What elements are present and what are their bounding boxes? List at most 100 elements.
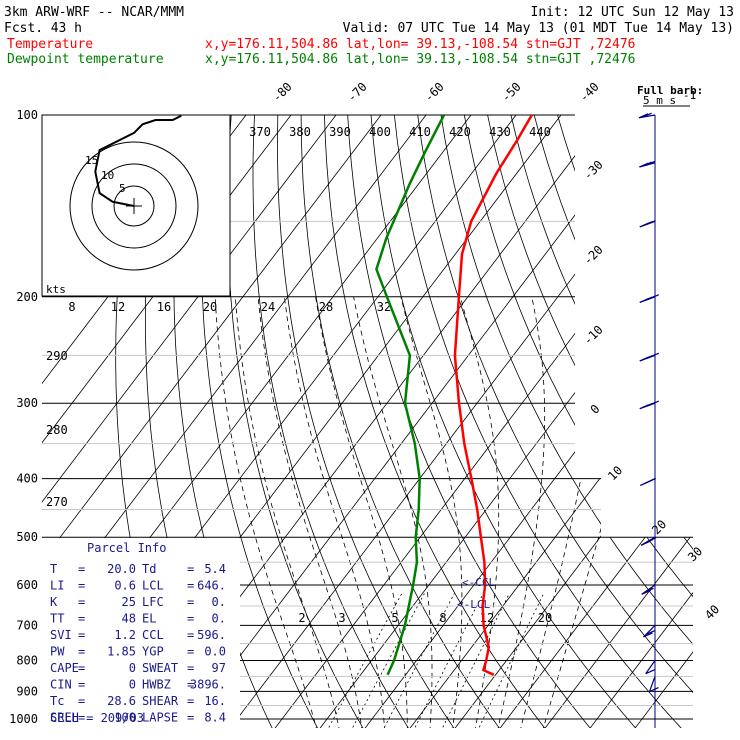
wind-barb-flag bbox=[649, 400, 660, 406]
dewpoint-legend: Dewpoint temperature bbox=[7, 52, 164, 67]
pressure-label-800: 800 bbox=[16, 654, 38, 668]
pressure-label-500: 500 bbox=[16, 530, 38, 544]
pressure-label-200: 200 bbox=[16, 290, 38, 304]
wind-barb-flag bbox=[645, 669, 655, 675]
parcel-info-title: Parcel Info bbox=[87, 541, 166, 555]
dry-adiabat bbox=[662, 115, 693, 728]
moist-adiabat bbox=[257, 296, 363, 728]
level-markers: <-CCL <-LCL bbox=[457, 576, 495, 611]
theta-label: 420 bbox=[449, 125, 471, 139]
theta-label: 380 bbox=[289, 125, 311, 139]
temperature-location: x,y=176.11,504.86 lat,lon= 39.13,-108.54… bbox=[205, 37, 635, 52]
hodograph-units: kts bbox=[46, 283, 66, 296]
parcel-param-label: CCL bbox=[142, 628, 164, 642]
isotherm bbox=[316, 115, 693, 728]
wind-barb-flag bbox=[644, 587, 654, 593]
wind-barb-flag bbox=[642, 112, 652, 118]
parcel-param-value: 646. bbox=[197, 579, 226, 593]
wind-barb bbox=[639, 219, 656, 228]
parcel-param-label: LFC bbox=[142, 595, 164, 609]
parcel-param-label: SREH bbox=[50, 711, 79, 725]
hodograph-inset: 5 10 15 kts bbox=[41, 114, 231, 297]
theta-e-label: 32 bbox=[377, 300, 391, 314]
mixing-ratio-label: 2 bbox=[298, 611, 305, 625]
dry-adiabat bbox=[436, 115, 693, 728]
wind-barb-staff bbox=[645, 660, 656, 675]
model-title: 3km ARW-WRF -- NCAR/MMM bbox=[4, 5, 184, 20]
isotherm bbox=[271, 115, 693, 728]
mixing-ratio-line bbox=[440, 593, 510, 728]
wind-barb bbox=[640, 477, 657, 487]
moist-adiabat bbox=[459, 296, 500, 728]
hodograph-trace bbox=[94, 115, 182, 207]
mixing-ratio-line bbox=[381, 593, 455, 728]
theta-label: 410 bbox=[409, 125, 431, 139]
isotherm bbox=[42, 115, 403, 728]
theta-label: 440 bbox=[529, 125, 551, 139]
theta-e-label: 24 bbox=[261, 300, 275, 314]
dewpoint-location: x,y=176.11,504.86 lat,lon= 39.13,-108.54… bbox=[205, 52, 635, 67]
parcel-param-value: 1.2 bbox=[114, 628, 136, 642]
parcel-param-value: 1.85 bbox=[107, 645, 136, 659]
pressure-label-400: 400 bbox=[16, 472, 38, 486]
mixing-ratio-label: 20 bbox=[538, 611, 552, 625]
parcel-equals: = bbox=[187, 595, 194, 609]
pressure-label-100: 100 bbox=[16, 108, 38, 122]
dry-adiabat bbox=[709, 87, 740, 731]
wind-barb-flag bbox=[649, 352, 660, 358]
parcel-param-label: YGP bbox=[142, 645, 164, 659]
hodograph-ring-label-10: 10 bbox=[101, 169, 114, 182]
moist-adiabat bbox=[496, 296, 546, 728]
parcel-param-value: 28.6 bbox=[107, 694, 136, 708]
isotherm bbox=[451, 115, 693, 728]
wind-barb-flag bbox=[643, 632, 653, 638]
moist-adiabat bbox=[214, 296, 318, 728]
parcel-param-value: 97 bbox=[212, 661, 226, 675]
parcel-equals: = bbox=[78, 678, 85, 692]
parcel-param-label: SVI bbox=[50, 628, 72, 642]
dry-adiabat bbox=[731, 87, 740, 731]
moist-adiabat bbox=[400, 296, 463, 728]
temperature-label: 10 bbox=[605, 463, 625, 483]
parcel-param-value: 20.0 bbox=[107, 562, 136, 576]
parcel-equals: = bbox=[187, 694, 194, 708]
parcel-param-label: K bbox=[50, 595, 58, 609]
parcel-param-label: CIN bbox=[50, 678, 72, 692]
parcel-param-value: 0 bbox=[129, 678, 136, 692]
wind-barb bbox=[648, 676, 659, 693]
wind-barb-staff bbox=[648, 676, 656, 692]
wind-barb bbox=[639, 352, 660, 362]
theta-e-label: 20 bbox=[203, 300, 217, 314]
wind-barb bbox=[640, 536, 657, 546]
wind-barb-staff bbox=[638, 114, 656, 119]
dry-adiabat bbox=[277, 115, 457, 728]
dry-adiabat bbox=[504, 115, 693, 728]
dewpoint-trace bbox=[375, 115, 446, 676]
parcel-info-background bbox=[42, 538, 240, 728]
temperature-trace bbox=[453, 115, 533, 676]
moist-adiabat bbox=[315, 296, 408, 728]
parcel-param-label: LAPSE bbox=[142, 711, 178, 725]
wind-barbs bbox=[638, 112, 660, 693]
isotherm bbox=[541, 115, 693, 728]
wind-barb-flag bbox=[641, 589, 651, 595]
dry-adiabat bbox=[227, 115, 366, 728]
moist-adiabat bbox=[541, 296, 661, 728]
parcel-equals: = bbox=[187, 628, 194, 642]
lcl-marker: <-LCL bbox=[457, 598, 490, 611]
temperature-label: -10 bbox=[581, 323, 606, 348]
parcel-param-label: LCL bbox=[142, 579, 164, 593]
wind-barb-flag bbox=[646, 477, 657, 484]
parcel-param-label: HWBZ bbox=[142, 678, 171, 692]
parcel-equals: = bbox=[187, 678, 194, 692]
dry-adiabat bbox=[685, 115, 693, 728]
theta-label: 370 bbox=[249, 125, 271, 139]
parcel-param-label: LI bbox=[50, 579, 64, 593]
mixing-ratio-line bbox=[412, 593, 484, 728]
moist-adiabat bbox=[284, 296, 386, 728]
parcel-equals: = bbox=[78, 562, 85, 576]
ccl-marker: <-CCL bbox=[462, 576, 495, 589]
parcel-param-value: 16. bbox=[204, 694, 226, 708]
mixing-ratio-label: 5 bbox=[391, 611, 398, 625]
